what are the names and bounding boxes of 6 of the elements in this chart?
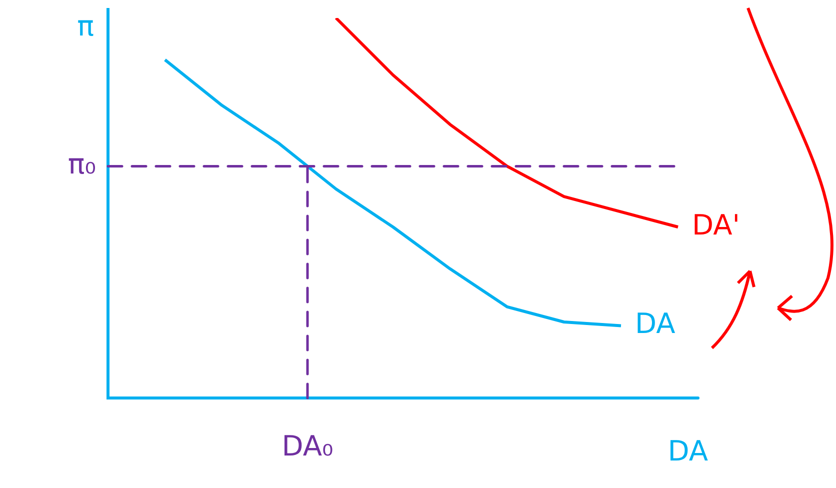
text: DA₀ (282, 429, 334, 462)
ref-line-label: π₀ (68, 147, 96, 180)
series-label: DA (635, 307, 676, 340)
y-axis-title: π (77, 9, 94, 42)
series-label: DA' (692, 208, 740, 242)
x-axis-title: DA (668, 434, 708, 468)
